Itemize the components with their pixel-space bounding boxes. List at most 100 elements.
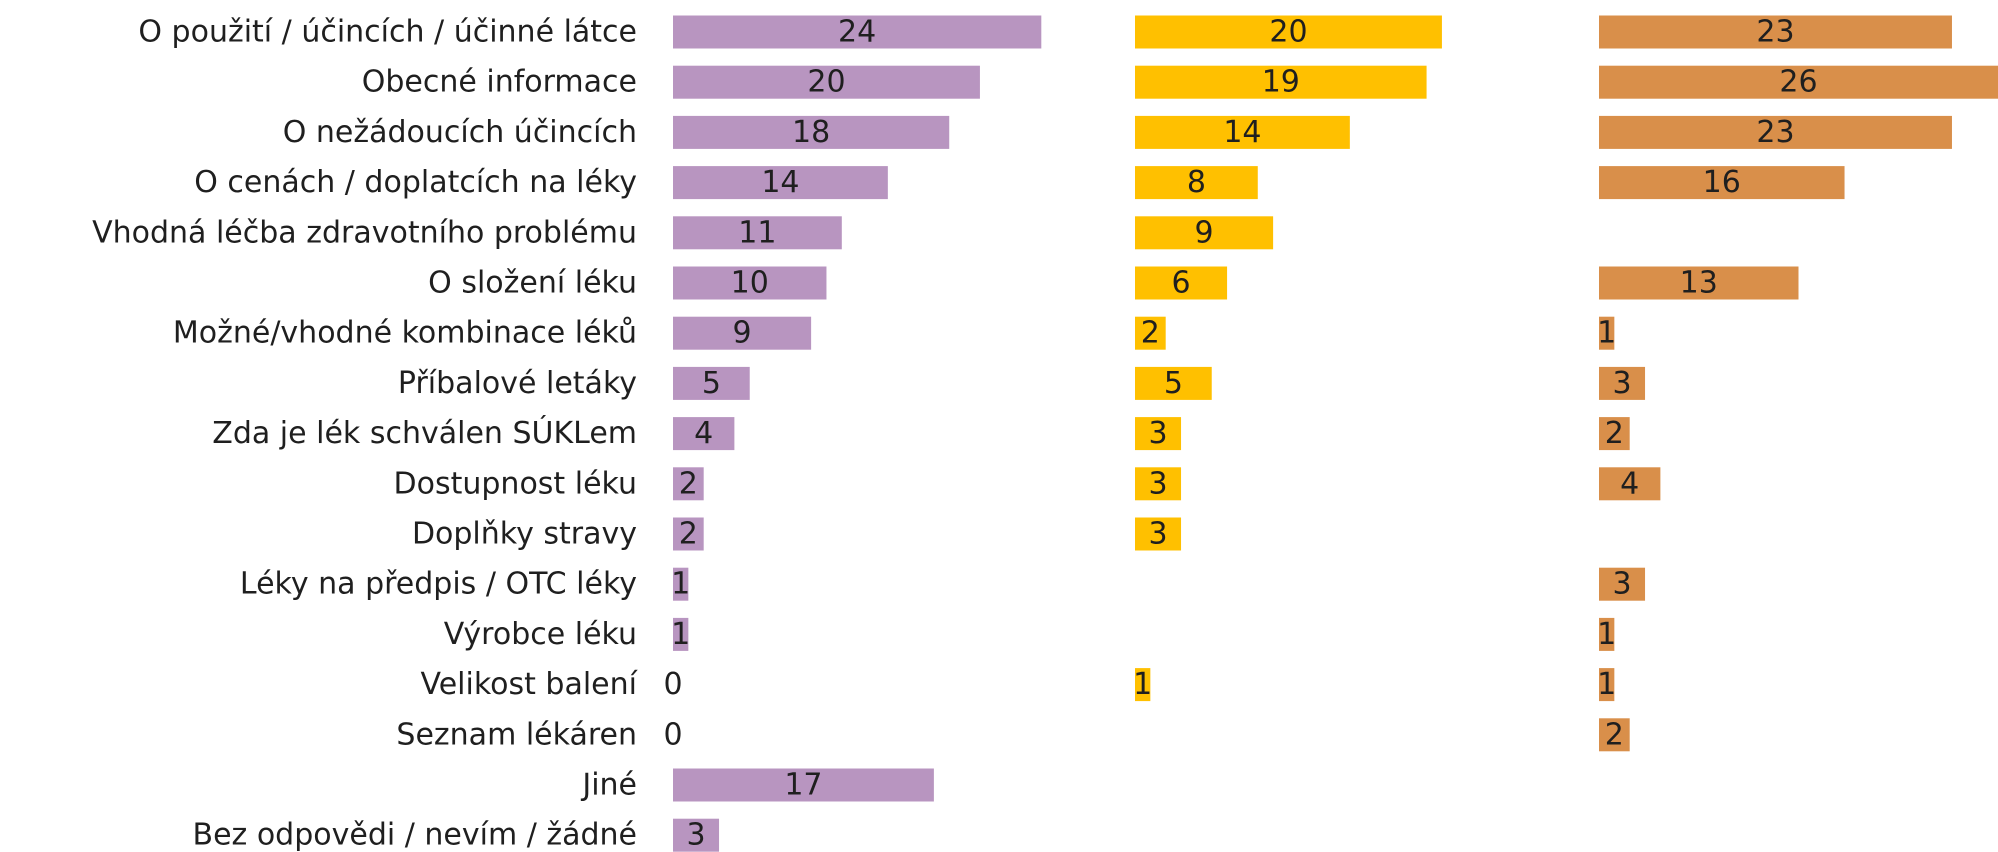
bar (673, 366, 750, 400)
data-label: 1 (1597, 667, 1616, 702)
bar (673, 216, 842, 250)
category-label: Bez odpovědi / nevím / žádné (193, 818, 638, 852)
data-label: 1 (1597, 617, 1616, 652)
data-label: 23 (1756, 15, 1794, 50)
category-label: O použití / účincích / účinné látce (138, 15, 637, 50)
category-label: Seznam lékáren (396, 717, 637, 752)
bar (1135, 266, 1228, 300)
data-label: 1 (1597, 316, 1616, 351)
bar (673, 517, 704, 551)
bar (673, 15, 1042, 49)
bar (1135, 417, 1182, 451)
bar (1135, 517, 1182, 551)
data-label: 1 (1133, 667, 1152, 702)
data-label: 2 (1141, 316, 1160, 351)
category-label: O složení léku (428, 266, 637, 301)
data-label: 2 (1605, 416, 1624, 451)
data-label: 5 (702, 366, 721, 401)
bar (673, 467, 704, 501)
data-label: 18 (792, 115, 830, 150)
data-label: 24 (838, 15, 876, 50)
bar (1599, 316, 1615, 350)
bar (673, 166, 888, 200)
data-label: 11 (738, 215, 776, 250)
data-label: 3 (1148, 466, 1167, 501)
category-label: Zda je lék schválen SÚKLem (212, 414, 637, 451)
category-label: Velikost balení (421, 667, 639, 702)
bar (1599, 15, 1952, 49)
bar (673, 417, 735, 451)
data-label: 9 (1195, 215, 1214, 250)
bar (1135, 15, 1442, 49)
category-label: Výrobce léku (444, 617, 637, 652)
bar (673, 115, 950, 149)
bar (1599, 166, 1845, 200)
data-label: 8 (1187, 165, 1206, 200)
bar (1135, 366, 1212, 400)
data-label: 6 (1171, 266, 1190, 301)
category-label: Obecné informace (362, 65, 637, 100)
bar (1599, 467, 1661, 501)
data-label: 0 (663, 667, 682, 702)
data-label: 14 (761, 165, 799, 200)
data-label: 20 (1269, 15, 1307, 50)
bar (673, 768, 934, 802)
bar (1599, 718, 1630, 752)
data-label: 4 (694, 416, 713, 451)
data-label: 10 (731, 266, 769, 301)
data-label: 19 (1262, 65, 1300, 100)
bar (673, 818, 720, 852)
bar (1135, 216, 1274, 250)
data-label: 5 (1164, 366, 1183, 401)
data-label: 13 (1680, 266, 1718, 301)
data-label: 1 (671, 617, 690, 652)
bar (1599, 65, 1998, 99)
bar (1599, 668, 1615, 702)
data-label: 4 (1620, 466, 1639, 501)
bar (1599, 567, 1646, 601)
bar (1599, 115, 1952, 149)
bar (1135, 467, 1182, 501)
category-label: Dostupnost léku (394, 466, 637, 501)
category-label: Možné/vhodné kombinace léků (173, 316, 637, 351)
category-label: Příbalové letáky (398, 366, 637, 401)
bar (673, 65, 980, 99)
bar (673, 567, 689, 601)
bar (1135, 115, 1350, 149)
data-label: 2 (1605, 717, 1624, 752)
bar (673, 266, 827, 300)
data-label: 26 (1779, 65, 1817, 100)
data-label: 23 (1756, 115, 1794, 150)
data-label: 3 (1148, 517, 1167, 552)
data-label: 3 (1148, 416, 1167, 451)
data-label: 3 (1612, 366, 1631, 401)
bar (1599, 266, 1799, 300)
category-label: Vhodná léčba zdravotního problému (92, 215, 637, 250)
data-label: 14 (1223, 115, 1261, 150)
category-label: O nežádoucích účincích (283, 115, 637, 150)
category-label: Doplňky stravy (412, 517, 637, 552)
data-label: 20 (807, 65, 845, 100)
data-label: 16 (1703, 165, 1741, 200)
data-label: 3 (686, 818, 705, 852)
category-label: Léky na předpis / OTC léky (240, 567, 637, 602)
bar (1135, 668, 1151, 702)
data-label: 0 (663, 717, 682, 752)
bar (1135, 65, 1427, 99)
bar (1135, 316, 1166, 350)
bar (673, 617, 689, 651)
data-label: 3 (1612, 567, 1631, 602)
data-label: 1 (671, 567, 690, 602)
category-label: Jiné (580, 768, 637, 803)
bar (1599, 366, 1646, 400)
bar (1599, 617, 1615, 651)
bar (673, 316, 812, 350)
data-label: 2 (679, 466, 698, 501)
bar (1135, 166, 1258, 200)
category-label: O cenách / doplatcích na léky (194, 165, 637, 200)
data-label: 9 (733, 316, 752, 351)
data-label: 2 (679, 517, 698, 552)
data-label: 17 (784, 768, 822, 803)
bar (1599, 417, 1630, 451)
